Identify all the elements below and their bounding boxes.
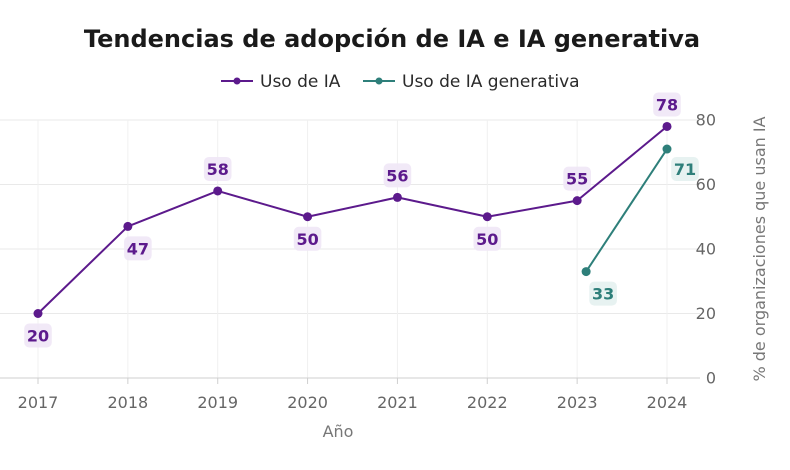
x-tick-label-6: 2023 <box>557 393 598 412</box>
data-label-0-7: 78 <box>656 95 678 114</box>
series-line-0 <box>37 125 668 315</box>
data-point-0-1 <box>123 221 133 231</box>
data-point-0-4 <box>392 192 402 202</box>
x-tick-label-3: 2020 <box>287 393 328 412</box>
data-label-bg-0-7 <box>653 92 681 117</box>
y-axis-ticks: 0 20 40 60 80 <box>696 111 716 388</box>
series-line-1 <box>585 148 668 273</box>
data-point-0-2 <box>213 186 223 196</box>
chart-title: Tendencias de adopción de IA e IA genera… <box>84 25 700 53</box>
data-label-0-4: 56 <box>386 166 408 185</box>
data-point-0-7 <box>662 121 672 131</box>
x-axis-label: Año <box>323 422 354 441</box>
y-axis-label: % de organizaciones que usan IA <box>750 116 769 381</box>
series-0: 20 47 58 50 56 50 55 78 <box>24 92 681 348</box>
data-label-bg-0-0 <box>24 323 52 348</box>
data-point-1-0 <box>581 267 591 277</box>
x-tick-label-1: 2018 <box>107 393 148 412</box>
legend-marker-uso-ia-generativa <box>375 77 383 85</box>
series-1: 33 71 <box>581 144 699 306</box>
y-tick-label-0: 0 <box>706 369 716 388</box>
data-point-0-3 <box>303 212 313 222</box>
series-group: 20 47 58 50 56 50 55 78 33 71 <box>24 92 699 348</box>
data-label-1-0: 33 <box>592 285 614 304</box>
x-axis-ticks: 2017 2018 2019 2020 2021 2022 2023 2024 <box>18 378 688 412</box>
legend-marker-uso-ia <box>233 77 241 85</box>
data-label-bg-0-2 <box>203 156 232 181</box>
y-tick-label-2: 40 <box>696 240 716 259</box>
data-label-bg-0-5 <box>473 226 502 251</box>
data-label-0-2: 58 <box>207 160 229 179</box>
y-tick-label-3: 60 <box>696 175 716 194</box>
data-label-0-6: 55 <box>566 170 588 189</box>
data-label-0-0: 20 <box>27 327 49 346</box>
x-tick-label-7: 2024 <box>647 393 688 412</box>
legend-label-uso-ia: Uso de IA <box>260 72 341 92</box>
x-tick-label-5: 2022 <box>467 393 508 412</box>
data-label-bg-1-0 <box>589 281 617 306</box>
data-label-bg-0-1 <box>124 236 152 261</box>
data-label-bg-0-4 <box>383 163 412 188</box>
data-label-0-1: 47 <box>127 239 149 258</box>
data-point-0-5 <box>482 212 492 222</box>
x-tick-label-2: 2019 <box>197 393 238 412</box>
y-tick-label-4: 80 <box>696 111 716 130</box>
legend: Uso de IA Uso de IA generativa <box>221 72 580 92</box>
data-label-1-1: 71 <box>674 160 696 179</box>
legend-item-uso-ia-generativa: Uso de IA generativa <box>363 72 580 92</box>
data-label-bg-0-6 <box>563 166 591 191</box>
y-tick-label-1: 20 <box>696 304 716 323</box>
data-point-0-0 <box>33 309 43 318</box>
x-tick-label-0: 2017 <box>18 393 59 412</box>
data-label-0-3: 50 <box>296 230 318 249</box>
data-point-0-6 <box>572 196 582 206</box>
legend-label-uso-ia-generativa: Uso de IA generativa <box>402 72 580 92</box>
x-tick-label-4: 2021 <box>377 393 418 412</box>
legend-item-uso-ia: Uso de IA <box>221 72 341 92</box>
data-point-1-1 <box>662 144 672 154</box>
data-label-bg-0-3 <box>293 226 322 251</box>
data-label-0-5: 50 <box>476 230 498 249</box>
data-label-bg-1-1 <box>671 157 699 182</box>
